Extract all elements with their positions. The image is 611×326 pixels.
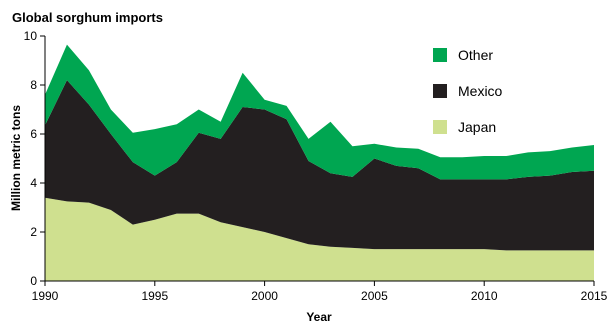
y-tick-label: 0 <box>30 274 37 288</box>
y-tick-label: 4 <box>30 176 37 190</box>
legend-swatch-other <box>433 48 447 62</box>
area-layers <box>45 44 594 281</box>
x-ticks: 1990 1995 2000 2005 2010 2015 <box>32 281 608 303</box>
axes <box>44 36 594 282</box>
x-axis-label: Year <box>306 310 332 324</box>
legend-label-other: Other <box>458 47 493 63</box>
x-tick-label: 2005 <box>361 289 388 303</box>
x-tick-label: 2000 <box>251 289 278 303</box>
x-tick-label: 1990 <box>32 289 59 303</box>
legend: Other Mexico Japan <box>433 47 503 135</box>
x-tick-label: 2010 <box>471 289 498 303</box>
area-japan <box>45 197 594 281</box>
x-tick-label: 2015 <box>581 289 608 303</box>
legend-swatch-japan <box>433 120 447 134</box>
x-tick-label: 1995 <box>141 289 168 303</box>
area-mexico <box>45 80 594 251</box>
y-tick-label: 2 <box>30 225 37 239</box>
y-axis-label: Million metric tons <box>9 105 23 211</box>
legend-label-japan: Japan <box>458 119 496 135</box>
legend-swatch-mexico <box>433 84 447 98</box>
y-tick-label: 10 <box>24 29 38 43</box>
legend-label-mexico: Mexico <box>458 83 503 99</box>
y-tick-label: 8 <box>30 78 37 92</box>
chart-title: Global sorghum imports <box>12 10 163 25</box>
y-tick-label: 6 <box>30 127 37 141</box>
area-other <box>45 44 594 180</box>
y-ticks: 0 2 4 6 8 10 <box>24 29 45 288</box>
